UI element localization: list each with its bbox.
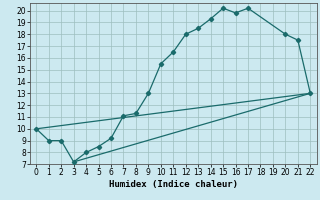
X-axis label: Humidex (Indice chaleur): Humidex (Indice chaleur) bbox=[109, 180, 238, 189]
